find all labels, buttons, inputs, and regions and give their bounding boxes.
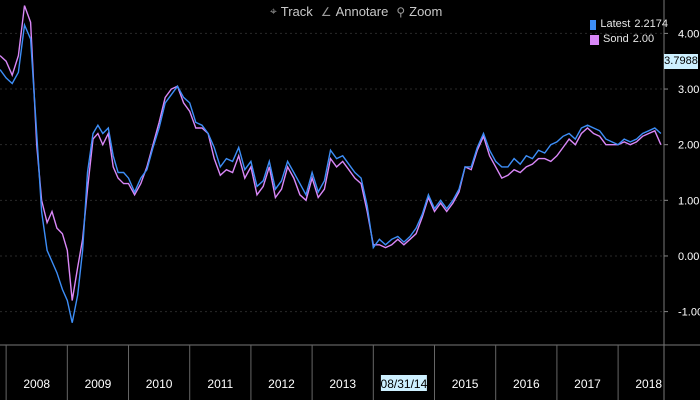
- legend-latest-label: Latest: [600, 18, 631, 30]
- zoom-button[interactable]: ⚲ Zoom: [396, 4, 442, 19]
- x-tick-label: 2016: [513, 377, 540, 391]
- y-tick-label: 1.00: [678, 195, 699, 207]
- x-tick-label: 2018: [635, 377, 662, 391]
- y-tick-label: 3.00: [678, 84, 699, 96]
- crosshair-icon: ⌖: [270, 4, 277, 18]
- track-label: Track: [280, 4, 313, 19]
- zoom-label: Zoom: [409, 4, 443, 19]
- annotate-button[interactable]: ∠ Annotare: [321, 4, 389, 19]
- y-tick-label: 4.00: [678, 28, 699, 40]
- legend-latest-value: 2.2174: [634, 18, 668, 30]
- current-value-flag: 3.7988: [664, 54, 698, 69]
- legend-swatch-sond: [590, 34, 599, 45]
- x-tick-label: 2013: [329, 377, 356, 391]
- x-tick-label: 2008: [23, 377, 50, 391]
- chart-toolbar: ⌖ Track ∠ Annotare ⚲ Zoom: [270, 4, 442, 19]
- pencil-icon: ∠: [320, 4, 332, 19]
- x-tick-label: 2010: [146, 377, 173, 391]
- x-tick-label: 2017: [574, 377, 601, 391]
- x-highlight-box: [380, 375, 427, 391]
- y-tick-label: -1.00: [678, 307, 700, 319]
- legend-entry-sond[interactable]: Sond 2.00: [590, 32, 668, 47]
- series-line-sond[interactable]: [0, 5, 662, 301]
- x-tick-label: 08/31/14: [381, 377, 428, 391]
- x-tick-label: 2009: [85, 377, 112, 391]
- legend-swatch-latest: [590, 19, 597, 30]
- x-tick-label: 2015: [452, 377, 479, 391]
- magnifier-icon: ⚲: [396, 4, 406, 19]
- annotate-label: Annotare: [335, 4, 389, 19]
- track-button[interactable]: ⌖ Track: [270, 4, 313, 19]
- x-tick-label: 2011: [207, 377, 233, 391]
- y-tick-label: 0.00: [678, 251, 699, 263]
- legend-entry-latest[interactable]: Latest 2.2174: [590, 17, 668, 32]
- x-tick-label: 2012: [268, 377, 295, 391]
- chart-legend: Latest 2.2174 Sond 2.00: [586, 14, 672, 50]
- legend-sond-label: Sond: [603, 33, 629, 45]
- legend-sond-value: 2.00: [632, 33, 655, 45]
- series-line-latest[interactable]: [0, 22, 662, 323]
- y-tick-label: 2.00: [678, 140, 699, 152]
